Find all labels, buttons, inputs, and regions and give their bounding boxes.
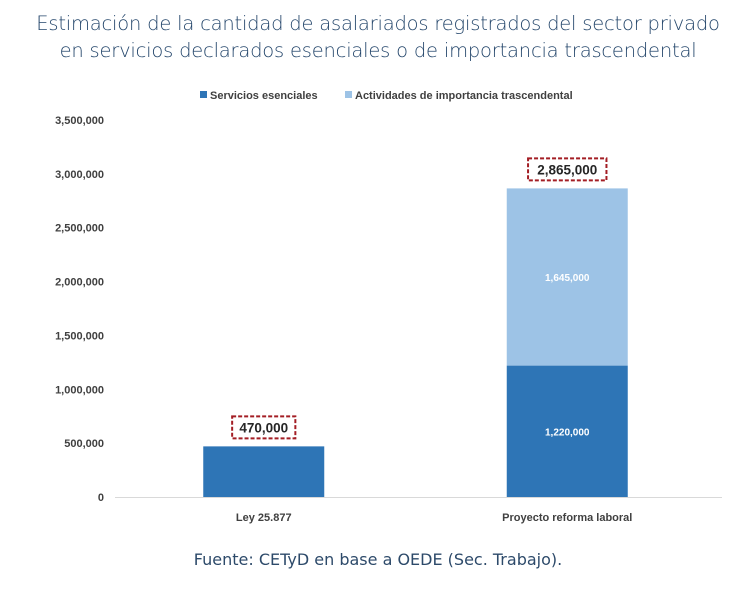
bar-servicios-esenciales xyxy=(506,365,628,497)
chart-title-line1: Estimación de la cantidad de asalariados… xyxy=(36,12,720,35)
data-label: 1,645,000 xyxy=(545,273,590,284)
bar-actividades-trascendental xyxy=(506,188,628,366)
total-highlight-box xyxy=(231,415,297,440)
chart-title-line2: en servicios declarados esenciales o de … xyxy=(59,39,697,62)
y-tick-label: 1,500,000 xyxy=(55,330,104,342)
total-label: 470,000 xyxy=(239,420,288,435)
y-tick-label: 2,500,000 xyxy=(55,223,104,235)
y-tick-label: 1,000,000 xyxy=(55,384,104,396)
data-label: 1,220,000 xyxy=(545,427,590,438)
y-tick-label: 500,000 xyxy=(64,438,104,450)
y-tick-label: 2,000,000 xyxy=(55,277,104,289)
total-highlight-box xyxy=(527,157,608,182)
source-note: Fuente: CETyD en base a OEDE (Sec. Traba… xyxy=(193,550,563,569)
legend-swatch xyxy=(200,91,207,98)
chart-title: Estimación de la cantidad de asalariados… xyxy=(0,10,756,64)
total-label: 2,865,000 xyxy=(537,162,597,177)
legend-label: Servicios esenciales xyxy=(210,90,318,102)
bar-servicios-esenciales xyxy=(203,446,325,497)
y-tick-label: 0 xyxy=(98,492,104,504)
y-tick-label: 3,500,000 xyxy=(55,115,104,127)
x-category-label: Proyecto reforma laboral xyxy=(502,512,632,524)
x-category-label: Ley 25.877 xyxy=(236,512,292,524)
y-tick-label: 3,000,000 xyxy=(55,169,104,181)
legend-swatch xyxy=(345,91,352,98)
legend-label: Actividades de importancia trascendental xyxy=(355,90,573,102)
